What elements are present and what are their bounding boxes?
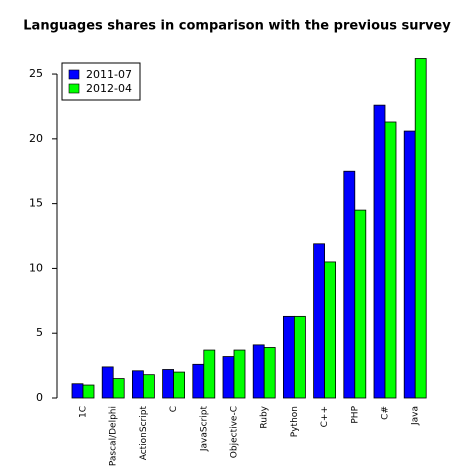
y-tick-label: 20 [29,132,43,145]
legend-box [61,62,141,101]
x-tick-label: Pascal/Delphi [109,406,119,466]
bar [354,209,367,399]
x-tick-label: PHP [350,405,360,423]
x-tick-label: 1C [79,406,89,418]
x-tick-label: Python [290,406,300,437]
x-tick-label: Ruby [260,405,270,428]
legend-swatch [68,69,80,80]
bar [203,349,216,399]
bar [384,121,397,399]
bar [343,170,356,399]
legend-label: 2012-04 [86,82,132,95]
y-tick-label: 25 [29,67,43,80]
y-tick-label: 10 [29,261,43,274]
x-tick-label: Java [411,406,421,426]
chart-title: Languages shares in comparison with the … [23,19,451,34]
bar [324,261,337,399]
bar [373,104,386,399]
bar [82,384,95,399]
x-tick-label: C# [381,406,391,420]
x-tick-label: JavaScript [199,406,209,453]
bar [313,243,326,399]
bar [233,349,246,399]
x-tick-label: C [169,406,179,412]
legend-swatch [68,83,80,94]
bar [101,366,114,399]
bar [162,369,175,399]
bar [112,378,125,399]
x-tick-label: C++ [320,406,330,427]
bar [403,130,416,399]
bar [222,356,235,399]
y-tick-label: 0 [36,391,43,404]
bar [71,383,84,399]
bar [131,370,144,399]
y-tick-label: 5 [36,326,43,339]
bar [142,374,155,399]
bar [252,344,265,399]
bar [192,363,205,399]
bar [263,347,276,399]
x-tick-label: Objective-C [230,406,240,458]
bar [293,315,306,399]
bar [414,58,427,399]
bar [173,371,186,399]
bar [282,315,295,399]
legend-label: 2011-07 [86,68,132,81]
y-tick-label: 15 [29,197,43,210]
x-tick-label: ActionScript [139,406,149,461]
